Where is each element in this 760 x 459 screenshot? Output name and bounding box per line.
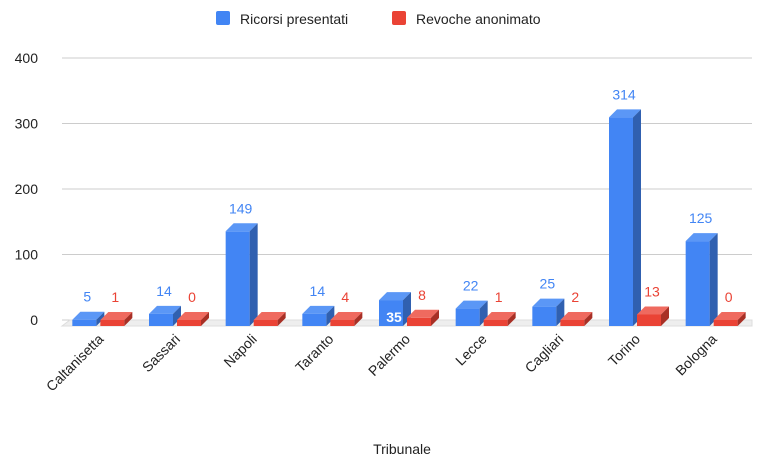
x-tick-label: Torino — [605, 331, 643, 369]
bar-revoche-cagliari — [560, 312, 593, 326]
y-tick-label: 100 — [15, 247, 39, 263]
legend-label-ricorsi: Ricorsi presentati — [240, 11, 348, 27]
legend-swatch-revoche — [392, 11, 406, 25]
x-tick-label: Caltanisetta — [43, 331, 107, 395]
data-label: 14 — [310, 283, 326, 299]
bar-ricorsi-torino — [609, 109, 641, 326]
data-label: 0 — [188, 289, 196, 305]
x-axis-title: Tribunale — [373, 441, 431, 457]
bar-ricorsi-napoli — [225, 223, 258, 326]
data-label: 0 — [725, 289, 733, 305]
data-label: 1 — [495, 289, 503, 305]
legend-label-revoche: Revoche anonimato — [416, 11, 541, 27]
x-tick-label: Sassari — [139, 331, 183, 375]
data-label: 149 — [229, 200, 253, 216]
data-label: 1 — [111, 289, 119, 305]
bar-revoche-palermo — [407, 309, 439, 326]
y-axis-ticks: 0 100 200 300 400 — [15, 50, 39, 328]
bar-revoche-napoli — [253, 312, 286, 326]
y-tick-label: 0 — [30, 312, 38, 328]
bar-ricorsi-taranto — [302, 305, 335, 326]
data-label: 14 — [156, 283, 172, 299]
bar-ricorsi-lecce — [455, 300, 488, 326]
legend-swatch-ricorsi — [216, 11, 230, 25]
data-label: 35 — [386, 309, 402, 325]
bars — [72, 109, 746, 326]
data-label: 4 — [341, 289, 349, 305]
data-label: 125 — [689, 210, 713, 226]
bar-ricorsi-caltanisetta — [72, 311, 105, 326]
bar-ricorsi-sassari — [149, 305, 181, 326]
x-tick-label: Napoli — [220, 331, 259, 370]
x-axis-ticks: Caltanisetta Sassari Napoli Taranto Palermo L… — [43, 331, 720, 395]
y-tick-label: 200 — [15, 181, 39, 197]
data-label: 314 — [612, 86, 636, 102]
data-label: 22 — [463, 278, 479, 294]
x-tick-label: Bologna — [672, 331, 720, 379]
legend: Ricorsi presentati Revoche anonimato — [216, 11, 541, 27]
x-tick-label: Taranto — [292, 331, 336, 375]
bar-ricorsi-bologna — [685, 233, 718, 326]
x-tick-label: Palermo — [365, 331, 413, 379]
data-label: 25 — [540, 276, 556, 292]
bar-revoche-bologna — [713, 312, 746, 326]
y-tick-label: 300 — [15, 116, 39, 132]
bar-revoche-torino — [637, 306, 669, 326]
x-tick-label: Cagliari — [522, 331, 567, 376]
bar-revoche-caltanisetta — [100, 312, 133, 326]
bar-ricorsi-palermo — [379, 292, 411, 326]
data-label: 13 — [644, 283, 660, 299]
y-tick-label: 400 — [15, 50, 39, 66]
data-label: 2 — [571, 289, 579, 305]
bar-revoche-taranto — [330, 312, 363, 326]
bar-ricorsi-cagliari — [532, 298, 565, 326]
bar-revoche-lecce — [483, 312, 516, 326]
data-label: 8 — [418, 287, 426, 303]
x-tick-label: Lecce — [452, 331, 490, 369]
bar-revoche-sassari — [177, 312, 209, 326]
data-label: 5 — [83, 289, 91, 305]
